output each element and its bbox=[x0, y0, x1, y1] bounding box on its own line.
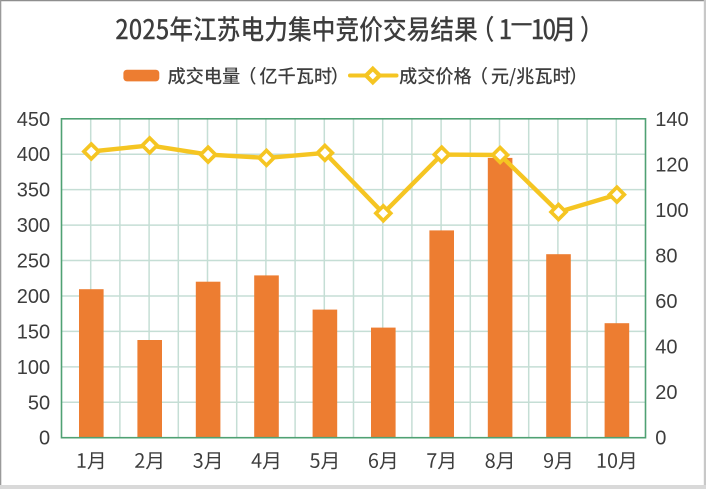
svg-text:20: 20 bbox=[655, 382, 677, 404]
svg-text:200: 200 bbox=[17, 286, 50, 308]
svg-text:40: 40 bbox=[655, 337, 677, 359]
svg-text:60: 60 bbox=[655, 291, 677, 313]
svg-text:140: 140 bbox=[655, 109, 688, 131]
svg-text:120: 120 bbox=[655, 154, 688, 176]
svg-text:450: 450 bbox=[17, 109, 50, 131]
svg-text:50: 50 bbox=[28, 392, 50, 414]
svg-text:100: 100 bbox=[17, 357, 50, 379]
svg-text:0: 0 bbox=[655, 428, 666, 450]
svg-text:300: 300 bbox=[17, 215, 50, 237]
svg-text:80: 80 bbox=[655, 246, 677, 268]
svg-text:250: 250 bbox=[17, 251, 50, 273]
svg-text:100: 100 bbox=[655, 200, 688, 222]
svg-text:0: 0 bbox=[39, 428, 50, 450]
svg-text:350: 350 bbox=[17, 180, 50, 202]
svg-text:150: 150 bbox=[17, 321, 50, 343]
svg-text:400: 400 bbox=[17, 144, 50, 166]
